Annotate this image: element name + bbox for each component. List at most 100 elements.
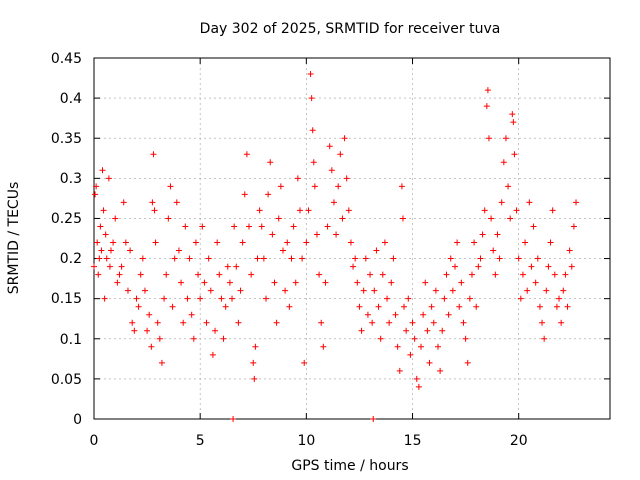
data-point [543,287,550,294]
data-point [502,135,509,142]
data-point [263,295,269,302]
data-point [560,287,567,294]
data-point [458,279,465,286]
data-point [507,215,514,222]
data-point [241,191,248,198]
data-point [252,343,259,350]
data-point [407,351,414,358]
y-axis-label: SRMTID / TECUs [6,182,22,295]
data-point [114,279,121,286]
data-point [182,223,189,230]
data-point [224,263,231,270]
data-point [310,159,317,166]
data-point [91,263,97,270]
data-point [556,295,563,302]
data-point [156,335,163,342]
data-point [148,343,155,350]
data-point [226,279,233,286]
data-point [454,239,461,246]
data-point [494,231,501,238]
data-point [377,335,384,342]
data-point [169,303,176,310]
data-point [500,159,507,166]
data-point [311,183,318,190]
data-point [384,295,391,302]
data-point [326,143,333,150]
data-point [237,287,244,294]
data-point [258,223,265,230]
data-point [333,231,340,238]
data-point [239,239,246,246]
data-point [360,287,367,294]
data-point [320,343,327,350]
data-point [97,223,104,230]
data-point [522,239,529,246]
data-point [152,239,159,246]
data-point [358,327,365,334]
data-point [511,151,518,158]
data-point [405,295,412,302]
data-point [294,175,301,182]
data-point [330,199,337,206]
data-point [541,335,548,342]
data-point [165,215,172,222]
data-point [144,327,151,334]
data-point [173,199,180,206]
data-point [345,207,352,214]
data-point [103,255,110,262]
data-point [186,255,193,262]
data-point [180,319,187,326]
data-point [120,199,127,206]
data-point [439,327,446,334]
data-point [112,215,119,222]
data-point [398,183,405,190]
data-point [201,279,208,286]
data-point [139,255,146,262]
data-point [98,247,105,254]
data-point [230,416,237,422]
data-point [430,319,437,326]
y-tick-label: 0.4 [60,91,82,107]
data-point [154,319,161,326]
data-point [441,295,448,302]
y-tick-label: 0.2 [60,251,82,267]
data-point [420,311,427,318]
data-point [447,255,454,262]
data-point [313,231,320,238]
grid-lines [94,58,610,419]
data-point [328,167,335,174]
data-point [498,199,505,206]
data-point [381,239,388,246]
data-point [484,87,491,94]
data-point [488,215,495,222]
data-point [92,191,99,198]
data-point [362,255,369,262]
data-point [137,271,144,278]
data-point [573,199,580,206]
axis-ticks [93,57,610,420]
data-point [468,271,475,278]
data-point [93,183,100,190]
data-point [566,247,573,254]
data-point [203,319,210,326]
data-point [188,311,195,318]
data-point [509,111,516,118]
data-point [171,255,178,262]
data-point [277,183,284,190]
data-point [158,359,165,366]
data-point [105,175,112,182]
data-point [386,319,393,326]
data-point [530,223,537,230]
data-point [218,295,225,302]
data-point [220,335,227,342]
data-point [292,279,299,286]
data-point [437,367,444,374]
data-point [107,247,114,254]
data-point [428,303,435,310]
data-point [549,207,556,214]
data-point [335,183,342,190]
data-point [367,271,374,278]
data-point [133,295,140,302]
data-point [207,287,214,294]
data-point [456,303,463,310]
